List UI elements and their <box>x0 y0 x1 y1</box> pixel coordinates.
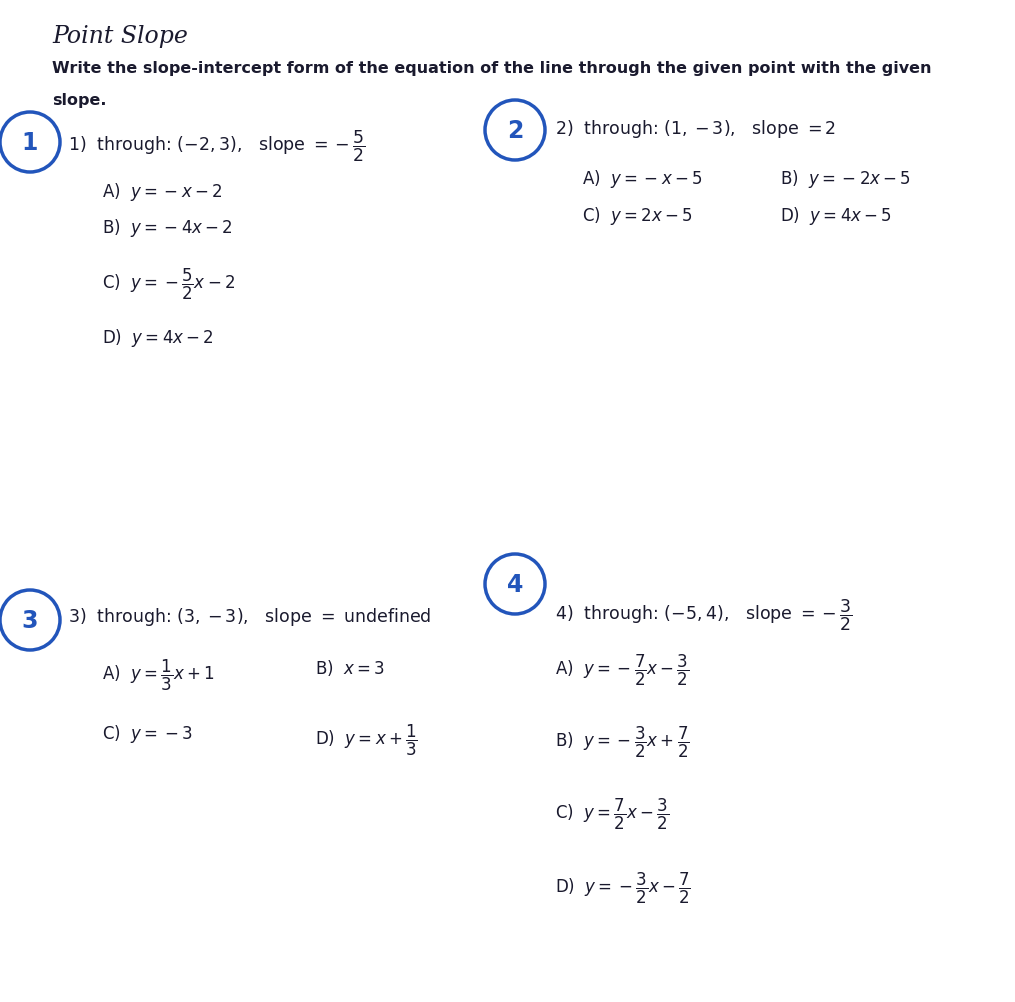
Text: A)  $y = -x - 2$: A) $y = -x - 2$ <box>102 180 222 202</box>
Text: 2)  through: $(1, -3)$,   slope $= 2$: 2) through: $(1, -3)$, slope $= 2$ <box>555 118 836 140</box>
Text: 4)  through: $(-5, 4)$,   slope $= -\dfrac{3}{2}$: 4) through: $(-5, 4)$, slope $= -\dfrac{… <box>555 597 853 633</box>
Text: D)  $y = x + \dfrac{1}{3}$: D) $y = x + \dfrac{1}{3}$ <box>315 722 418 758</box>
Text: A)  $y = \dfrac{1}{3}x + 1$: A) $y = \dfrac{1}{3}x + 1$ <box>102 657 215 692</box>
Text: B)  $y = -\dfrac{3}{2}x + \dfrac{7}{2}$: B) $y = -\dfrac{3}{2}x + \dfrac{7}{2}$ <box>555 724 689 760</box>
Text: Point Slope: Point Slope <box>52 25 188 48</box>
Text: C)  $y = -\dfrac{5}{2}x - 2$: C) $y = -\dfrac{5}{2}x - 2$ <box>102 267 235 302</box>
Text: 1)  through: $(-2, 3)$,   slope $= -\dfrac{5}{2}$: 1) through: $(-2, 3)$, slope $= -\dfrac{… <box>68 129 365 164</box>
Text: B)  $y = -4x - 2$: B) $y = -4x - 2$ <box>102 216 232 238</box>
Text: 2: 2 <box>506 119 523 143</box>
Text: slope.: slope. <box>52 93 107 108</box>
Text: C)  $y = -3$: C) $y = -3$ <box>102 722 193 744</box>
Text: D)  $y = 4x - 2$: D) $y = 4x - 2$ <box>102 327 214 349</box>
Text: A)  $y = -x - 5$: A) $y = -x - 5$ <box>582 167 702 189</box>
Text: C)  $y = 2x - 5$: C) $y = 2x - 5$ <box>582 204 693 226</box>
Text: B)  $x = 3$: B) $x = 3$ <box>315 657 385 677</box>
Text: 3)  through: $(3, -3)$,   slope $=$ undefined: 3) through: $(3, -3)$, slope $=$ undefin… <box>68 605 431 627</box>
Text: 4: 4 <box>506 572 523 596</box>
Text: D)  $y = -\dfrac{3}{2}x - \dfrac{7}{2}$: D) $y = -\dfrac{3}{2}x - \dfrac{7}{2}$ <box>555 870 691 905</box>
Text: D)  $y = 4x - 5$: D) $y = 4x - 5$ <box>780 204 892 226</box>
Text: 1: 1 <box>21 131 39 155</box>
Text: A)  $y = -\dfrac{7}{2}x - \dfrac{3}{2}$: A) $y = -\dfrac{7}{2}x - \dfrac{3}{2}$ <box>555 652 689 687</box>
Text: B)  $y = -2x - 5$: B) $y = -2x - 5$ <box>780 167 911 189</box>
Text: Write the slope-intercept form of the equation of the line through the given poi: Write the slope-intercept form of the eq… <box>52 61 932 76</box>
Text: C)  $y = \dfrac{7}{2}x - \dfrac{3}{2}$: C) $y = \dfrac{7}{2}x - \dfrac{3}{2}$ <box>555 797 670 832</box>
Text: 3: 3 <box>21 608 39 632</box>
